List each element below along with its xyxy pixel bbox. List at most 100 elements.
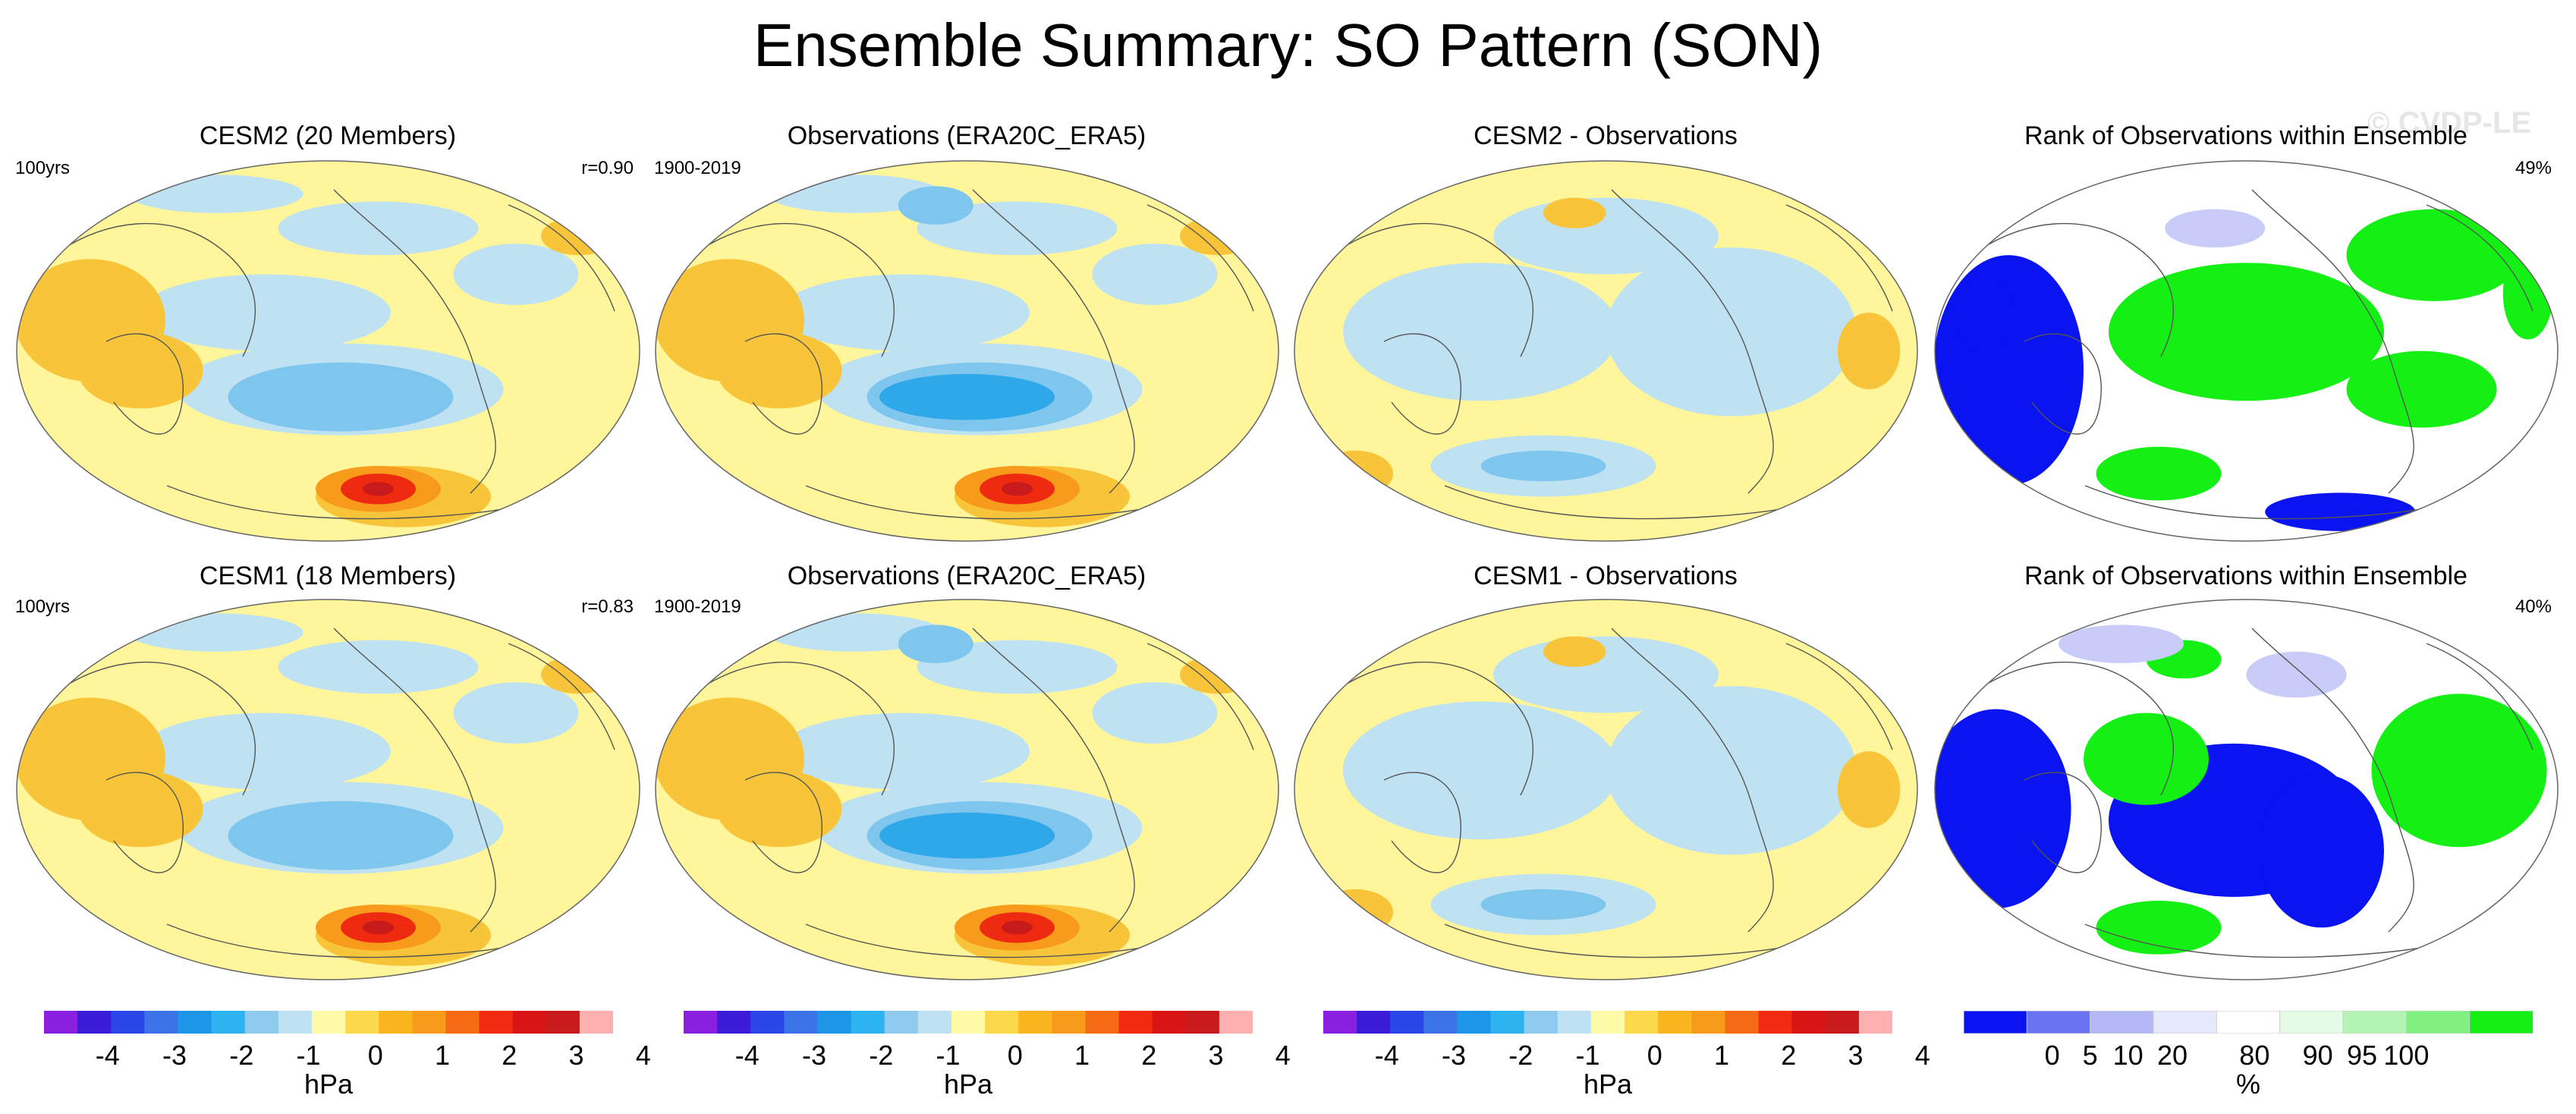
coastline bbox=[1785, 204, 1893, 312]
colorbar-tick-label: 90 bbox=[2302, 1040, 2333, 1071]
coastline bbox=[1338, 222, 1534, 357]
coastline bbox=[1383, 772, 1461, 873]
panel-right-note: 40% bbox=[2515, 596, 2552, 617]
colorbar-segment bbox=[985, 1011, 1019, 1034]
map-outline bbox=[655, 160, 1279, 542]
colorbar-segment bbox=[1185, 1011, 1220, 1034]
colorbar-segment bbox=[479, 1011, 514, 1034]
colorbar-tick-label: -3 bbox=[162, 1040, 187, 1071]
map-panel bbox=[16, 599, 640, 980]
colorbar-segment bbox=[144, 1011, 178, 1034]
colorbar-segment bbox=[2026, 1011, 2091, 1034]
colorbar-tick-label: 0 bbox=[1007, 1040, 1023, 1071]
colorbar-tick-label: 2 bbox=[1781, 1040, 1797, 1071]
coastline bbox=[1338, 661, 1534, 796]
map-panel bbox=[655, 599, 1279, 980]
field-region bbox=[77, 332, 203, 409]
field-region bbox=[541, 655, 616, 694]
field-region bbox=[1543, 636, 1606, 667]
field-region bbox=[1001, 482, 1033, 496]
field-region bbox=[1543, 197, 1606, 228]
colorbar-tick-label: 2 bbox=[1141, 1040, 1157, 1071]
field-region bbox=[2059, 625, 2184, 663]
colorbar-tick-label: -4 bbox=[734, 1040, 760, 1071]
colorbar-segment bbox=[784, 1011, 818, 1034]
colorbar-tick-label: -1 bbox=[296, 1040, 321, 1071]
colorbar-segment bbox=[2153, 1011, 2218, 1034]
field-region bbox=[716, 770, 842, 848]
field-region bbox=[898, 186, 973, 225]
colorbar bbox=[1964, 1011, 2533, 1034]
map-outline bbox=[655, 599, 1279, 980]
colorbar-segment bbox=[111, 1011, 145, 1034]
field-region bbox=[1180, 655, 1255, 694]
field-region bbox=[1001, 920, 1033, 935]
field-region bbox=[362, 482, 395, 496]
figure-title: Ensemble Summary: SO Pattern (SON) bbox=[753, 11, 1823, 79]
map-outline bbox=[16, 599, 640, 980]
panel-left-note: 1900-2019 bbox=[654, 596, 741, 617]
colorbar-tick-label: -2 bbox=[1508, 1040, 1533, 1071]
colorbar-segment bbox=[1323, 1011, 1357, 1034]
colorbar-segment bbox=[1052, 1011, 1086, 1034]
colorbar-tick-label: 0 bbox=[367, 1040, 383, 1071]
panel-title: CESM2 - Observations bbox=[1474, 121, 1738, 150]
colorbar-tick-label: 10 bbox=[2112, 1040, 2144, 1071]
map-outline bbox=[16, 160, 640, 542]
panel-left-note: 100yrs bbox=[15, 596, 71, 617]
coastline bbox=[972, 628, 1135, 933]
field-region bbox=[2259, 774, 2384, 928]
colorbar-tick-label: 1 bbox=[1074, 1040, 1090, 1071]
coastline bbox=[1611, 628, 1774, 933]
colorbar-segment bbox=[1791, 1011, 1826, 1034]
colorbar-tick-label: 2 bbox=[502, 1040, 517, 1071]
colorbar-tick-label: 3 bbox=[568, 1040, 584, 1071]
map-panel bbox=[1934, 599, 2559, 980]
panel-title: CESM1 (18 Members) bbox=[199, 562, 457, 590]
colorbar-segment bbox=[1590, 1011, 1625, 1034]
field-region bbox=[2096, 900, 2222, 955]
field-region bbox=[362, 920, 395, 935]
field-region bbox=[2109, 263, 2384, 401]
field-region bbox=[1343, 263, 1618, 401]
coastline bbox=[105, 333, 184, 435]
coastline bbox=[1611, 189, 1774, 494]
coastline bbox=[699, 661, 895, 796]
map-panel bbox=[16, 160, 640, 542]
colorbar-segment bbox=[379, 1011, 413, 1034]
panel-title: Observations (ERA20C_ERA5) bbox=[787, 121, 1146, 150]
coastline bbox=[1383, 333, 1461, 435]
coastline bbox=[744, 333, 822, 435]
colorbar-segment bbox=[2342, 1011, 2408, 1034]
colorbar bbox=[684, 1011, 1253, 1034]
field-region bbox=[2346, 209, 2522, 301]
colorbar-tick-label: 100 bbox=[2383, 1040, 2430, 1071]
colorbar-segment bbox=[311, 1011, 346, 1034]
colorbar-tick-label: 3 bbox=[1208, 1040, 1224, 1071]
colorbar-segment bbox=[2469, 1011, 2533, 1034]
field-region bbox=[2371, 694, 2547, 848]
coastline bbox=[2024, 772, 2102, 873]
colorbar-tick-label: 4 bbox=[635, 1040, 651, 1071]
colorbar-unit: hPa bbox=[1583, 1068, 1633, 1100]
colorbar-segment bbox=[2090, 1011, 2155, 1034]
panel-right-note: r=0.90 bbox=[581, 158, 634, 178]
map-outline bbox=[1934, 160, 2559, 542]
colorbar-tick-label: -4 bbox=[1374, 1040, 1399, 1071]
field-region bbox=[1935, 709, 2071, 909]
colorbar-segment bbox=[445, 1011, 480, 1034]
colorbar-segment bbox=[2405, 1011, 2471, 1034]
coastline bbox=[60, 661, 256, 796]
coastline bbox=[1146, 643, 1254, 751]
field-region bbox=[1493, 197, 1719, 275]
field-region bbox=[1480, 889, 1606, 920]
colorbar-segment bbox=[1725, 1011, 1760, 1034]
map-panel bbox=[1294, 599, 1918, 980]
colorbar-segment bbox=[817, 1011, 852, 1034]
colorbar-segment bbox=[1758, 1011, 1793, 1034]
colorbar-tick-label: 0 bbox=[1647, 1040, 1662, 1071]
coastline bbox=[2251, 628, 2414, 933]
field-region bbox=[228, 801, 454, 870]
colorbar-tick-label: 95 bbox=[2346, 1040, 2378, 1071]
panel-left-note: 1900-2019 bbox=[654, 158, 741, 178]
